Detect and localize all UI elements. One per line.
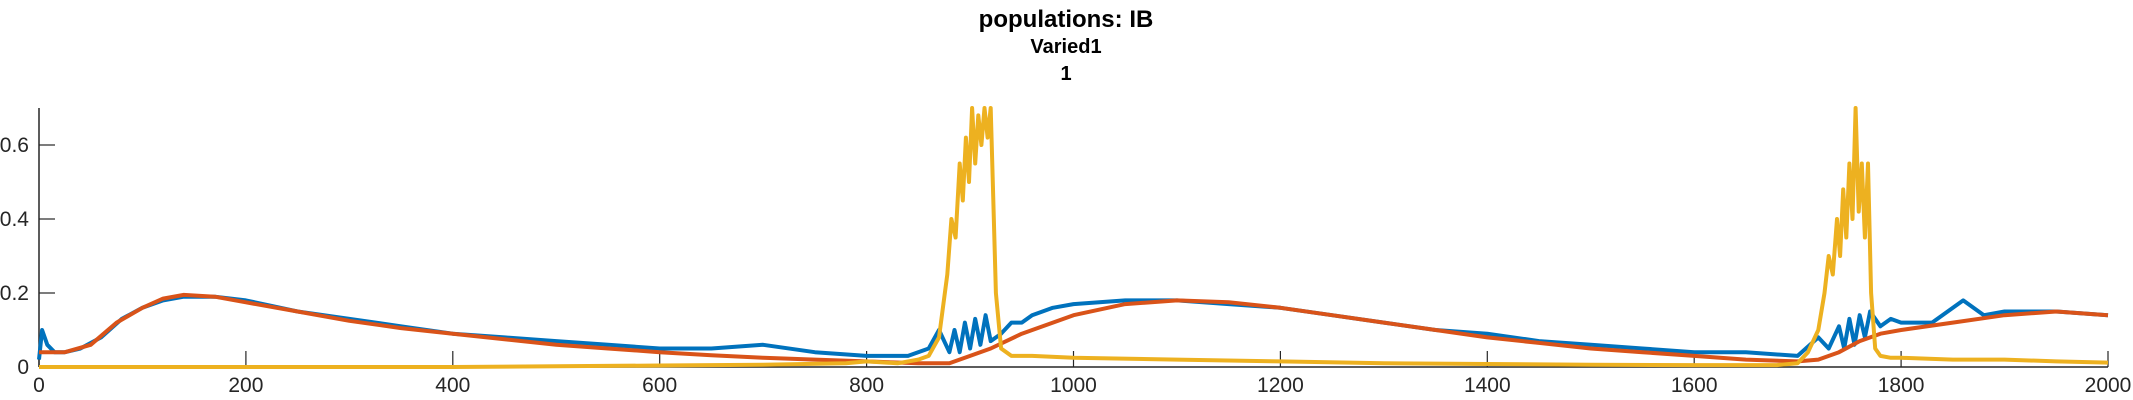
axis-ticks: 0 200 400 600 800 1000 1200 1400 1600 1800 2000 0 0.… (0, 134, 2131, 397)
y-tick-label: 0.4 (0, 208, 29, 231)
series-line-2 (39, 292, 2109, 366)
series-layer (37, 106, 2109, 369)
y-tick-label: 0.2 (0, 282, 29, 305)
x-tick-label: 1000 (1050, 374, 1097, 397)
x-tick-label: 1400 (1464, 374, 1511, 397)
x-tick-label: 1600 (1671, 374, 1718, 397)
series-line-3 (39, 106, 2109, 369)
x-tick-label: 1800 (1878, 374, 1925, 397)
x-tick-label: 800 (849, 374, 884, 397)
chart-title: populations: IB (979, 6, 1154, 33)
x-tick-label: 400 (435, 374, 470, 397)
chart-subtitle: Varied1 (1030, 36, 1101, 58)
x-tick-label: 0 (33, 374, 45, 397)
x-tick-label: 200 (228, 374, 263, 397)
x-tick-label: 1200 (1257, 374, 1304, 397)
y-tick-label: 0.6 (0, 134, 29, 157)
x-tick-label: 600 (642, 374, 677, 397)
plot-area: 0 200 400 600 800 1000 1200 1400 1600 1800 2000 0 0.… (0, 106, 2131, 397)
series-line-1 (37, 294, 2109, 360)
chart-subtitle-2: 1 (1060, 63, 1071, 85)
y-tick-label: 0 (17, 356, 29, 379)
x-tick-label: 2000 (2085, 374, 2132, 397)
